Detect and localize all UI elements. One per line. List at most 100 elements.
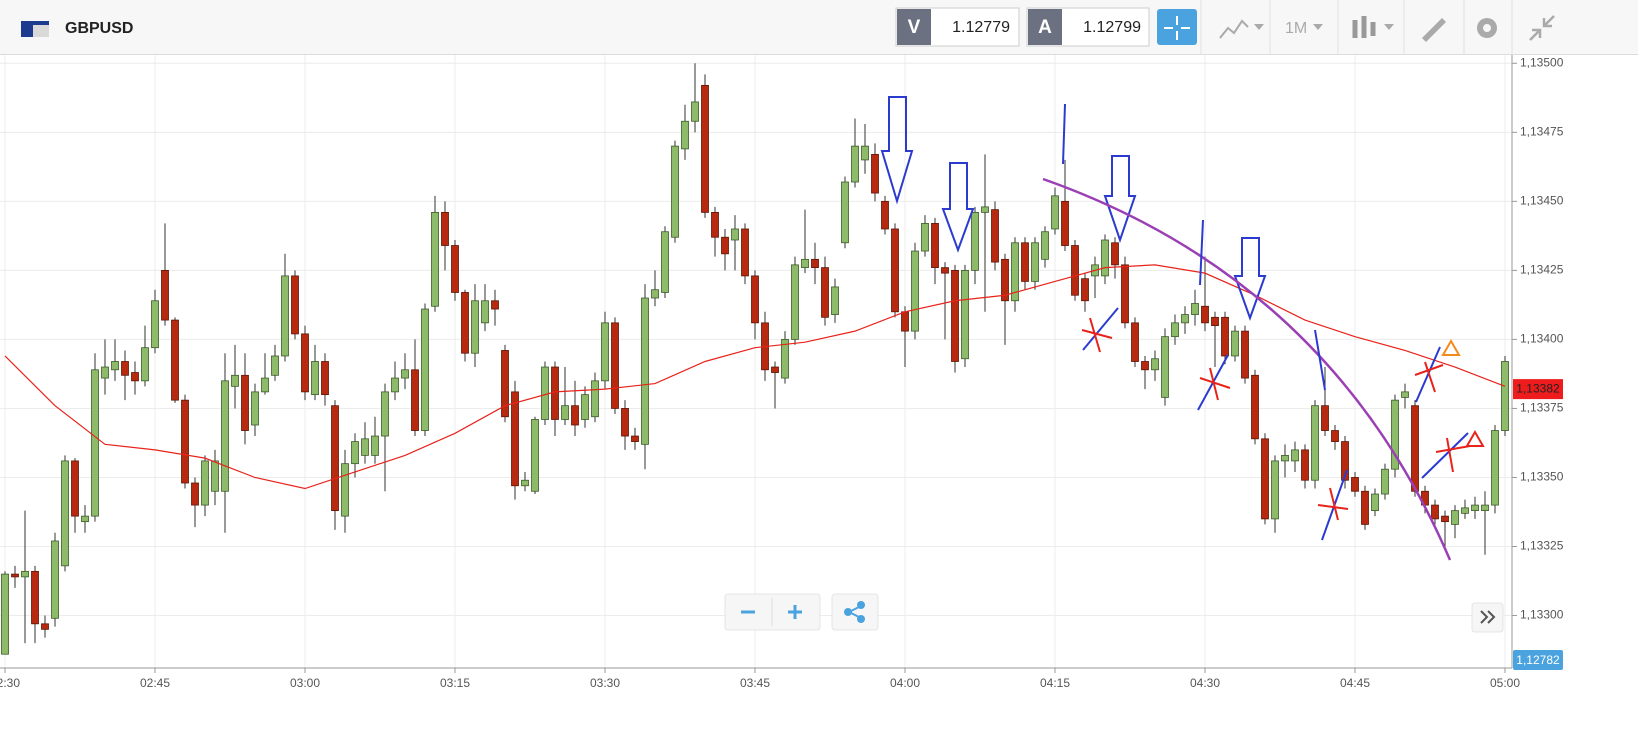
candle-body [251, 391, 259, 426]
candle-body [11, 573, 19, 578]
candle-body [1081, 278, 1089, 302]
arrow [941, 162, 975, 253]
candle-body [371, 435, 379, 456]
candle-body [121, 361, 129, 376]
candle-body [931, 223, 939, 269]
candle-body [1001, 258, 1009, 302]
x-tick-label: 02:30 [0, 676, 20, 690]
candle-body [481, 300, 489, 324]
collapse-icon[interactable] [1529, 15, 1555, 41]
candles-icon[interactable] [1352, 16, 1376, 38]
candle-body [31, 570, 39, 625]
settings-icon-hole [1483, 24, 1491, 32]
triangle [1465, 429, 1485, 447]
candle-body [991, 209, 999, 263]
candle-body [231, 374, 239, 387]
candle-body [601, 322, 609, 382]
chart-type-icon[interactable] [1219, 19, 1249, 39]
draw-icon[interactable] [1420, 18, 1446, 42]
y-tick-label: 1,13500 [1520, 55, 1564, 69]
candle-body [451, 245, 459, 293]
separator [1200, 0, 1513, 54]
zoom-in[interactable] [788, 605, 802, 619]
candle-body [951, 269, 959, 362]
candle-body [691, 101, 699, 122]
candle-body [1181, 314, 1189, 324]
candle-body [1271, 460, 1279, 520]
annotations [880, 96, 1485, 561]
candle-body [201, 460, 209, 506]
candle-body [261, 377, 269, 393]
candle-body [1341, 441, 1349, 481]
candle-body [581, 394, 589, 420]
x-tick-label: 04:45 [1340, 676, 1370, 690]
candle-body [751, 275, 759, 324]
candle-body [1481, 504, 1489, 512]
candle-body [771, 366, 779, 373]
candle-body [701, 84, 709, 213]
scroll-end-icon [1480, 610, 1496, 624]
candle-body [61, 460, 69, 567]
y-tick-label: 1,13400 [1520, 332, 1564, 346]
candle-body [1011, 242, 1019, 302]
grid [0, 55, 1512, 668]
candle-body [1141, 361, 1149, 371]
x-tick-label: 04:00 [890, 676, 920, 690]
candle-body [281, 275, 289, 357]
candle-body [1311, 405, 1319, 481]
candle-body [821, 267, 829, 318]
candle-body [161, 269, 169, 321]
candle-body [1101, 239, 1109, 277]
ask-key-text: A [1038, 17, 1052, 38]
candle-body [841, 181, 849, 244]
candle-body [421, 308, 429, 431]
candle-body [901, 311, 909, 332]
x-tick-label: 04:30 [1190, 676, 1220, 690]
candle-body [791, 264, 799, 340]
x-tick-label: 03:00 [290, 676, 320, 690]
ask-key [1028, 9, 1062, 45]
price-axis: 1,12782 1,13500 1,13475 1,13450 1,13425 1,13… [1511, 55, 1638, 734]
x-tick-label: 03:45 [740, 676, 770, 690]
share-button[interactable] [831, 593, 879, 631]
y-tick-label: 1,13325 [1520, 539, 1564, 553]
y-tick-label: 1,13450 [1520, 194, 1564, 208]
candle-body [291, 275, 299, 335]
candle-body [651, 289, 659, 299]
toolbar: GBPUSD V 1.12779 A 1.12799 1M [0, 0, 1638, 55]
candle-body [541, 366, 549, 420]
candle-body [1281, 454, 1289, 462]
bid-key-text: V [908, 17, 921, 38]
candle-body [1201, 305, 1209, 324]
candle-body [271, 355, 279, 376]
candle-body [341, 463, 349, 517]
candle-body [521, 479, 529, 487]
cross [1081, 317, 1471, 521]
candle-body [131, 372, 139, 382]
candle-body [1191, 303, 1199, 315]
candle-body [531, 419, 539, 492]
candle-body [1351, 477, 1359, 492]
crosshair-icon [1164, 16, 1190, 40]
candle-body [591, 380, 599, 418]
candle-body [641, 297, 649, 445]
candle-body [1291, 449, 1299, 462]
y-tick-label: 1,13375 [1520, 401, 1564, 415]
candle-body [961, 269, 969, 360]
candle-body [1231, 330, 1239, 357]
ask-price: 1.12799 [1083, 19, 1141, 36]
candle-body [1261, 438, 1269, 520]
candle-body [491, 300, 499, 310]
candle-body [1301, 449, 1309, 481]
crosshair-button[interactable] [1157, 9, 1197, 45]
candle-body [151, 300, 159, 349]
candle-body [221, 380, 229, 492]
candle-body [741, 228, 749, 277]
interval[interactable]: 1M [1285, 20, 1307, 37]
x-tick-label: 03:15 [440, 676, 470, 690]
candle-body [141, 347, 149, 382]
triangle [1441, 338, 1461, 356]
candle-body [1401, 391, 1409, 398]
candle-body [731, 228, 739, 241]
candle-body [411, 369, 419, 431]
